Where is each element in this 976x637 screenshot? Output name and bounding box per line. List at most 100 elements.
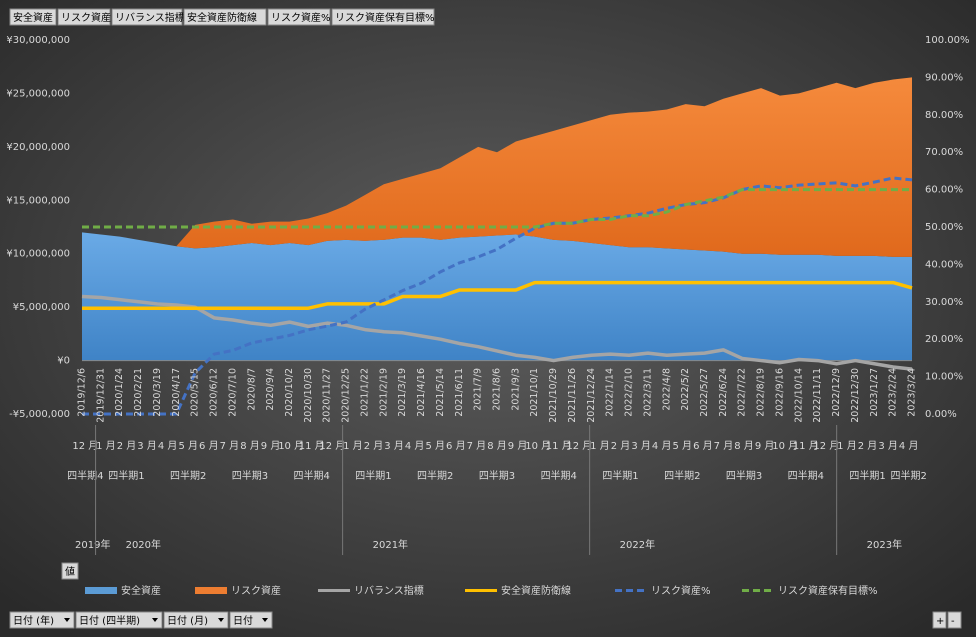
axis-field-button-bg [229, 611, 273, 629]
value-field-button-bg [61, 562, 79, 580]
y2-tick-label: 50.00% [925, 222, 963, 233]
axis-field-button[interactable]: 日付 (年) [9, 611, 75, 629]
line [81, 294, 913, 371]
x-tick-label: 2019/12/6 [77, 368, 88, 417]
quarter-label: 四半期3 [232, 469, 268, 482]
month-label: 7 月 [467, 440, 487, 452]
quarter-label: 四半期4 [788, 469, 824, 482]
x-tick-label: 2020/12/25 [341, 368, 352, 423]
zoom-button[interactable]: + [932, 611, 947, 629]
month-label: 11 月 [546, 440, 572, 452]
axis-field-button-arrow [152, 618, 158, 622]
x-tick-label: 2023/1/27 [869, 368, 880, 417]
zoom-button-bg [947, 611, 962, 629]
field-button-bg [267, 8, 331, 26]
month-label: 8 月 [734, 440, 754, 452]
axis-field-button-arrow [64, 618, 70, 622]
month-label: 12 月 [813, 440, 839, 452]
quarter-label: 四半期4 [541, 469, 577, 482]
month-label: 8 月 [240, 440, 260, 452]
y2-tick-label: 0.00% [925, 409, 957, 420]
month-label: 3 月 [631, 440, 651, 452]
x-tick-label: 2020/4/17 [171, 368, 182, 417]
month-label: 8 月 [487, 440, 507, 452]
year-label: 2023年 [867, 538, 902, 551]
field-button[interactable]: リスク資産保有目標% [331, 8, 435, 26]
month-label: 12 月 [566, 440, 592, 452]
x-tick-label: 2020/7/10 [227, 368, 238, 417]
field-button-bg [183, 8, 267, 26]
x-tick-label: 2021/10/29 [548, 368, 559, 423]
axis-field-button-bg [9, 611, 75, 629]
axis-field-button[interactable]: 日付 (四半期) [75, 611, 163, 629]
x-tick-label: 2022/3/11 [642, 368, 653, 417]
field-button[interactable]: リスク資産 [57, 8, 111, 26]
year-label: 2019年 [75, 538, 110, 551]
zoom-button[interactable]: - [947, 611, 962, 629]
x-tick-label: 2020/11/27 [322, 368, 333, 423]
year-label: 2021年 [373, 538, 408, 551]
axis-field-button-label: 日付 (年) [13, 614, 54, 627]
y-tick-label: ¥5,000,000 [13, 302, 70, 313]
x-tick-label: 2020/1/24 [114, 368, 125, 417]
x-tick-label: 2021/11/26 [567, 368, 578, 423]
zoom-button-label: - [951, 616, 955, 627]
axis-field-button[interactable]: 日付 [229, 611, 273, 629]
month-label: 2 月 [364, 440, 384, 452]
x-tick-label: 2022/6/24 [718, 368, 729, 417]
x-tick-label: 2022/5/27 [699, 368, 710, 417]
x-tick-label: 2022/12/30 [850, 368, 861, 423]
area [82, 232, 912, 361]
value-field-button-label: 値 [65, 565, 75, 578]
x-tick-label: 2022/7/22 [737, 368, 748, 417]
x-tick-label: 2022/4/8 [661, 368, 672, 411]
x-tick-label: 2022/10/14 [793, 368, 804, 423]
x-tick-label: 2022/2/10 [624, 368, 635, 417]
x-tick-label: 2022/12/9 [831, 368, 842, 417]
field-button-bg [111, 8, 183, 26]
month-label: 3 月 [384, 440, 404, 452]
field-button-label: リスク資産% [271, 11, 331, 24]
month-label: 4 月 [899, 440, 919, 452]
quarter-label: 四半期1 [108, 469, 144, 482]
x-tick-label: 2021/5/14 [435, 368, 446, 417]
quarter-label: 四半期2 [417, 469, 453, 482]
y-tick-label: -¥5,000,000 [9, 409, 70, 420]
field-button[interactable]: リバランス指標 [111, 8, 185, 26]
field-button[interactable]: 安全資産防衛線 [183, 8, 267, 26]
quarter-label: 四半期1 [355, 469, 391, 482]
axis-field-button[interactable]: 日付 (月) [163, 611, 229, 629]
x-tick-label: 2021/2/19 [378, 368, 389, 417]
quarter-label: 四半期1 [602, 469, 638, 482]
value-field-button[interactable]: 値 [61, 562, 79, 580]
month-label: 2 月 [858, 440, 878, 452]
month-label: 4 月 [158, 440, 178, 452]
zoom-button-bg [932, 611, 947, 629]
month-label: 1 月 [96, 440, 116, 452]
month-label: 1 月 [343, 440, 363, 452]
field-button-bg [9, 8, 57, 26]
field-button-label: 安全資産 [13, 11, 53, 24]
month-label: 5 月 [178, 440, 198, 452]
x-tick-label: 2023/3/24 [907, 368, 918, 417]
legend-label: リスク資産% [651, 584, 711, 597]
field-button[interactable]: 安全資産 [9, 8, 57, 26]
month-label: 11 月 [299, 440, 325, 452]
x-tick-label: 2021/7/9 [473, 368, 484, 411]
field-button[interactable]: リスク資産% [267, 8, 331, 26]
month-label: 4 月 [405, 440, 425, 452]
field-button-label: 安全資産防衛線 [187, 11, 257, 24]
x-tick-label: 2019/12/31 [95, 368, 106, 423]
x-tick-label: 2020/10/30 [303, 368, 314, 423]
x-tick-label: 2020/9/4 [265, 368, 276, 411]
axis-field-button-bg [163, 611, 229, 629]
axis-field-button-label: 日付 (四半期) [79, 614, 140, 627]
month-label: 7 月 [714, 440, 734, 452]
y2-tick-label: 70.00% [925, 147, 963, 158]
month-label: 10 月 [772, 440, 798, 452]
y-tick-label: ¥0 [57, 356, 70, 367]
month-label: 6 月 [446, 440, 466, 452]
quarter-label: 四半期1 [849, 469, 885, 482]
x-tick-label: 2020/3/19 [152, 368, 163, 417]
legend-label: 安全資産 [121, 584, 161, 597]
